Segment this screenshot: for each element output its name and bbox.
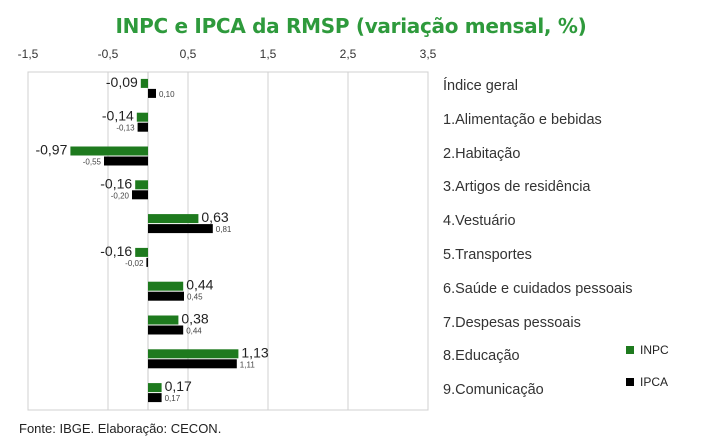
bar-inpc	[70, 146, 148, 156]
bar-ipca	[104, 156, 148, 166]
bar-inpc	[135, 247, 148, 257]
x-tick-label: 2,5	[340, 47, 357, 61]
data-label-inpc: -0,16	[100, 243, 132, 259]
category-label: Índice geral	[443, 77, 518, 94]
source-note: Fonte: IBGE. Elaboração: CECON.	[19, 421, 222, 436]
x-tick-label: 1,5	[260, 47, 277, 61]
bar-ipca	[148, 393, 162, 403]
legend-swatch	[626, 378, 634, 386]
legend-item-inpc: INPC	[626, 343, 669, 357]
category-label: 8.Educação	[443, 348, 520, 365]
category-label: 2.Habitação	[443, 145, 521, 162]
x-tick-label: 0,5	[180, 47, 197, 61]
data-label-ipca: 0,44	[186, 327, 202, 336]
bar-inpc	[148, 315, 179, 325]
data-label-ipca: 0,17	[165, 394, 181, 403]
bar-inpc	[136, 112, 148, 122]
data-label-ipca: -0,13	[116, 124, 135, 133]
x-tick-label: 3,5	[420, 47, 437, 61]
bar-ipca	[146, 257, 148, 267]
category-label: 9.Comunicação	[443, 382, 544, 399]
data-label-ipca: -0,02	[125, 259, 144, 268]
legend-label: INPC	[640, 343, 669, 357]
legend-item-ipca: IPCA	[626, 375, 668, 389]
bar-inpc	[140, 78, 148, 88]
chart-title: INPC e IPCA da RMSP (variação mensal, %)	[115, 14, 587, 38]
data-label-ipca: 1,11	[240, 360, 256, 369]
bar-ipca	[148, 88, 156, 98]
bar-inpc	[148, 281, 184, 291]
bar-ipca	[148, 325, 184, 335]
data-label-ipca: 0,10	[159, 90, 175, 99]
data-label-inpc: 1,13	[241, 344, 268, 360]
bar-inpc	[148, 214, 199, 224]
data-label-ipca: 0,81	[216, 225, 232, 234]
data-label-inpc: 0,44	[186, 277, 213, 293]
category-label: 1.Alimentação e bebidas	[443, 111, 602, 128]
legend-label: IPCA	[640, 375, 669, 389]
category-label: 4.Vestuário	[443, 213, 516, 230]
bar-ipca	[137, 122, 148, 132]
bar-ipca	[148, 224, 213, 234]
category-label: 5.Transportes	[443, 246, 532, 263]
data-label-ipca: -0,55	[83, 158, 102, 167]
data-label-inpc: -0,14	[102, 108, 134, 124]
bar-ipca	[148, 291, 184, 301]
category-label: 6.Saúde e cuidados pessoais	[443, 280, 633, 297]
data-label-ipca: -0,20	[111, 191, 130, 200]
data-label-inpc: 0,17	[165, 378, 192, 394]
bar-inpc	[148, 383, 162, 393]
data-label-inpc: -0,16	[100, 175, 132, 191]
data-label-inpc: 0,63	[201, 209, 228, 225]
data-label-inpc: -0,97	[35, 142, 67, 158]
bar-inpc	[148, 349, 239, 359]
x-tick-label: -1,5	[18, 47, 39, 61]
category-label: 7.Despesas pessoais	[443, 314, 581, 331]
legend-swatch	[626, 346, 634, 354]
bar-inpc	[135, 180, 148, 190]
category-label: 3.Artigos de residência	[443, 179, 591, 196]
data-label-inpc: -0,09	[106, 74, 138, 90]
x-tick-label: -0,5	[98, 47, 119, 61]
data-label-inpc: 0,38	[181, 311, 208, 327]
data-label-ipca: 0,45	[187, 293, 203, 302]
bar-ipca	[148, 359, 237, 369]
bar-ipca	[132, 190, 148, 200]
